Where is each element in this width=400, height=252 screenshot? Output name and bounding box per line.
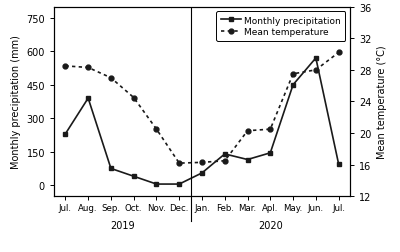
Text: 2019: 2019	[110, 220, 135, 230]
Text: 2020: 2020	[258, 220, 283, 230]
Legend: Monthly precipitation, Mean temperature: Monthly precipitation, Mean temperature	[216, 12, 346, 42]
Y-axis label: Monthly precipitation (mm): Monthly precipitation (mm)	[11, 35, 21, 169]
Y-axis label: Mean temperature (°C): Mean temperature (°C)	[377, 45, 387, 159]
